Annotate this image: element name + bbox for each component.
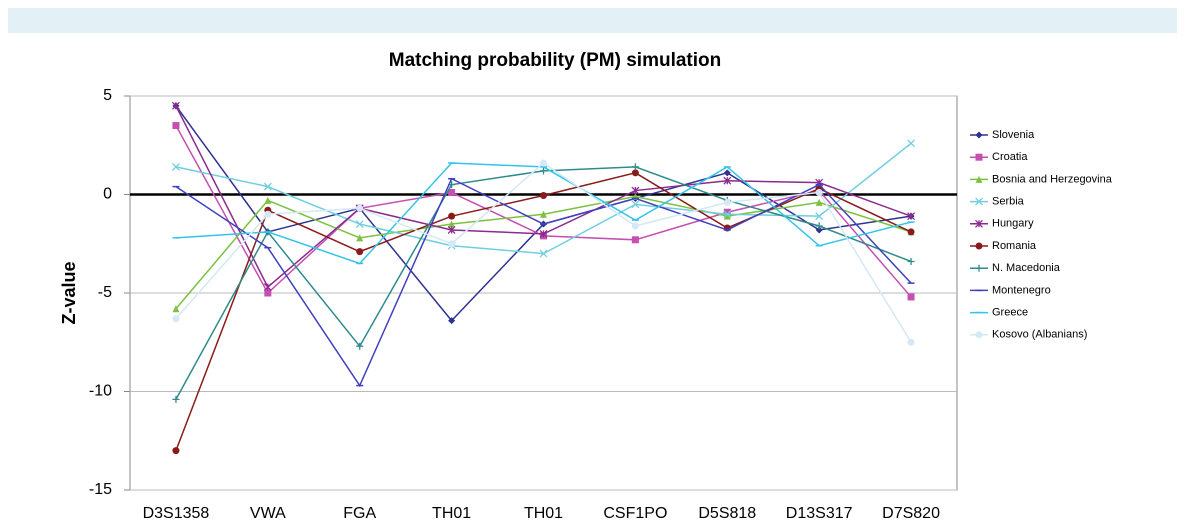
data-point xyxy=(448,189,456,197)
data-point xyxy=(540,167,547,175)
y-tick-label: 0 xyxy=(103,186,112,203)
x-tick-label: CSF1PO xyxy=(603,505,667,522)
legend-marker xyxy=(975,153,983,161)
data-point xyxy=(172,395,180,403)
legend-marker xyxy=(975,219,983,228)
data-point xyxy=(448,212,456,220)
x-tick-label: TH01 xyxy=(524,505,563,522)
data-point xyxy=(539,249,548,258)
legend-marker xyxy=(975,331,983,339)
header-band xyxy=(8,8,1177,33)
data-point xyxy=(723,198,731,206)
data-point xyxy=(815,189,823,197)
data-point xyxy=(356,342,364,350)
data-point xyxy=(448,317,456,325)
x-tick-label: VWA xyxy=(250,505,286,522)
data-point xyxy=(356,248,364,256)
y-axis-label: Z-value xyxy=(59,261,79,324)
data-point xyxy=(263,283,272,292)
data-point xyxy=(907,228,915,236)
data-point xyxy=(631,236,639,244)
legend-marker xyxy=(975,131,983,139)
y-tick-label: -5 xyxy=(98,284,112,301)
data-point xyxy=(172,315,180,323)
x-tick-label: D13S317 xyxy=(786,505,853,522)
legend-marker xyxy=(975,175,983,183)
data-point xyxy=(264,196,272,204)
data-point xyxy=(540,210,547,218)
x-tick-label: TH01 xyxy=(432,505,471,522)
x-tick-label: FGA xyxy=(343,505,376,522)
data-point xyxy=(907,257,915,265)
data-point xyxy=(723,176,732,185)
data-point xyxy=(631,163,639,171)
data-point xyxy=(723,169,731,177)
data-point xyxy=(815,226,823,234)
data-point xyxy=(448,240,456,248)
legend-label: Kosovo (Albanians) xyxy=(992,329,1087,341)
data-point xyxy=(356,204,364,212)
legend-label: Romania xyxy=(992,240,1037,252)
y-tick-label: -15 xyxy=(89,481,112,498)
legend-marker xyxy=(975,197,983,206)
data-point xyxy=(448,220,456,228)
legend-label: Hungary xyxy=(992,218,1034,230)
legend-label: Montenegro xyxy=(992,284,1051,296)
legend-label: Greece xyxy=(992,307,1028,319)
legend-label: Serbia xyxy=(992,196,1025,208)
legend-label: N. Macedonia xyxy=(992,262,1061,274)
data-point xyxy=(907,293,915,301)
data-point xyxy=(539,229,548,238)
data-point xyxy=(815,212,824,221)
x-tick-label: D3S1358 xyxy=(143,505,210,522)
data-point xyxy=(815,198,823,206)
data-point xyxy=(907,338,915,346)
legend-marker xyxy=(975,264,983,272)
data-point xyxy=(540,159,547,167)
data-point xyxy=(264,289,272,297)
data-point xyxy=(263,182,272,191)
y-tick-label: -10 xyxy=(89,383,112,400)
data-point xyxy=(447,226,456,234)
x-tick-label: D5S818 xyxy=(698,505,756,522)
data-point xyxy=(172,447,180,455)
data-point xyxy=(631,222,639,230)
legend-label: Slovenia xyxy=(992,129,1035,141)
data-point xyxy=(171,101,180,110)
data-point xyxy=(631,200,640,209)
data-point xyxy=(540,191,547,199)
data-point xyxy=(264,210,272,218)
legend-label: Bosnia and Herzegovina xyxy=(992,173,1113,185)
data-point xyxy=(815,222,823,230)
data-point xyxy=(172,122,180,130)
chart-title: Matching probability (PM) simulation xyxy=(389,50,722,71)
series-line xyxy=(175,166,912,400)
legend-label: Croatia xyxy=(992,151,1028,163)
y-tick-label: 5 xyxy=(103,87,112,104)
data-point xyxy=(723,210,732,219)
data-point xyxy=(171,162,180,171)
data-point xyxy=(172,305,180,313)
series-line xyxy=(175,177,912,388)
series-line xyxy=(175,162,912,343)
data-point xyxy=(723,212,731,220)
data-point xyxy=(356,234,364,242)
data-point xyxy=(631,169,639,177)
legend-marker xyxy=(975,242,983,250)
data-point xyxy=(631,186,640,195)
data-point xyxy=(907,212,916,221)
data-point xyxy=(907,139,916,148)
data-point xyxy=(355,220,364,229)
x-tick-label: D7S820 xyxy=(882,505,940,522)
data-point xyxy=(723,208,731,216)
